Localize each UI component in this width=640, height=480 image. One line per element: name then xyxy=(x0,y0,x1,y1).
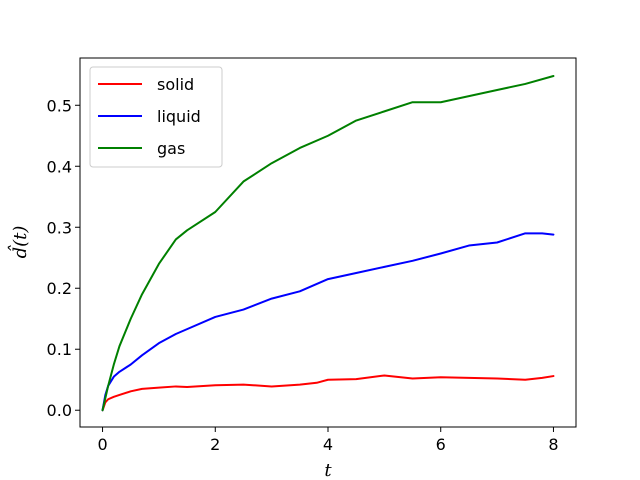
x-tick-label: 0 xyxy=(97,435,107,454)
x-axis-label: t xyxy=(324,460,332,480)
legend-label-solid: solid xyxy=(157,75,194,94)
series-layer xyxy=(101,74,555,412)
y-tick-label: 0.4 xyxy=(47,157,72,176)
y-tick-label: 0.5 xyxy=(47,96,72,115)
legend-frame xyxy=(89,66,223,168)
y-axis-label: d̂(t) xyxy=(6,226,31,259)
x-tick-label: 2 xyxy=(210,435,220,454)
series-line-solid xyxy=(101,374,555,412)
legend-label-gas: gas xyxy=(157,139,185,158)
x-axis-ticks: 0 2 4 6 8 xyxy=(97,427,559,454)
y-tick-label: 0.2 xyxy=(47,279,72,298)
y-axis-ticks: 0.0 0.1 0.2 0.3 0.4 0.5 xyxy=(47,96,80,420)
legend: solid liquid gas xyxy=(89,66,223,168)
y-tick-label: 0.0 xyxy=(47,401,72,420)
series-line-liquid xyxy=(101,232,555,412)
y-tick-label: 0.1 xyxy=(47,340,72,359)
x-tick-label: 6 xyxy=(436,435,446,454)
series-line-gas xyxy=(101,74,555,412)
y-tick-label: 0.3 xyxy=(47,218,72,237)
x-tick-label: 4 xyxy=(323,435,333,454)
x-tick-label: 8 xyxy=(548,435,558,454)
legend-label-liquid: liquid xyxy=(157,107,201,126)
